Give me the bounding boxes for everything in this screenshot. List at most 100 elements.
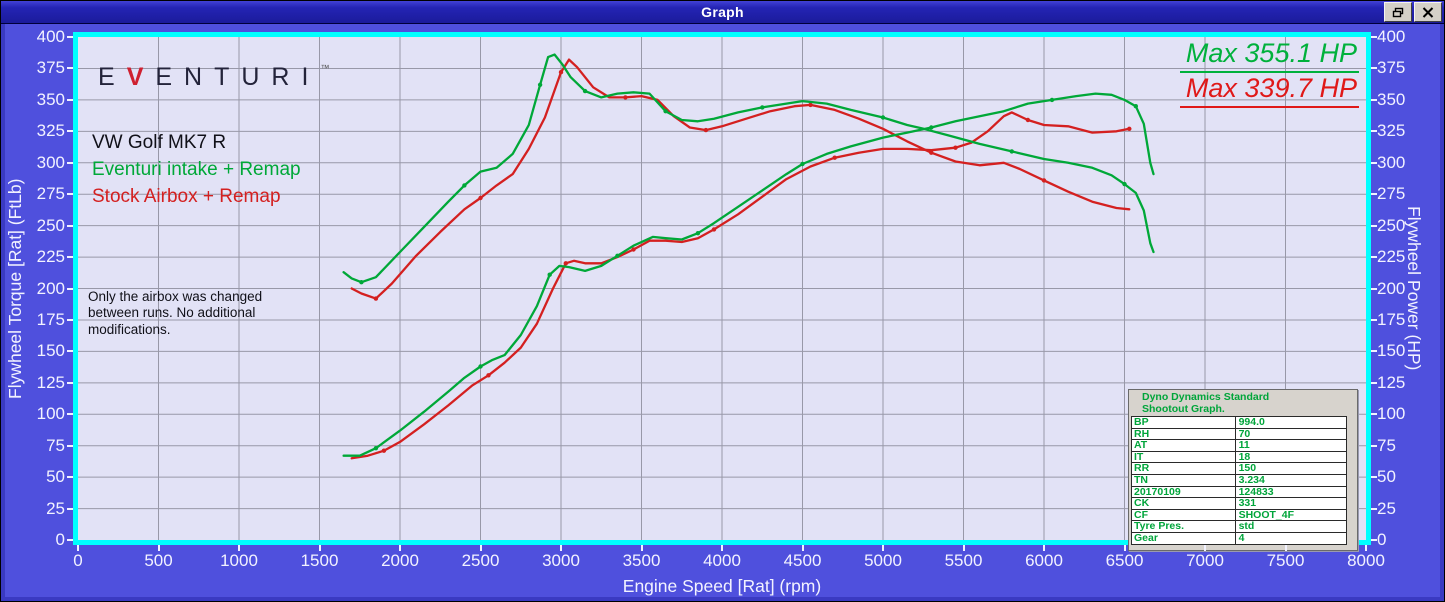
- y-tick-label-right: 350: [1377, 89, 1406, 109]
- window-title: Graph: [701, 4, 744, 20]
- table-cell-value: 331: [1238, 497, 1257, 510]
- table-cell-label: RR: [1132, 463, 1236, 475]
- y-tick-label-right: 75: [1377, 435, 1396, 455]
- y-tick-label-right: 0: [1377, 530, 1387, 549]
- y-tick-label-right: 400: [1377, 27, 1406, 46]
- legend-green-run: Eventuri intake + Remap: [92, 159, 301, 180]
- tick-mark: [1371, 444, 1377, 447]
- table-cell-label: RH: [1132, 429, 1236, 440]
- table-row: 20170109 124833: [1131, 485, 1347, 499]
- table-cell-value: 4: [1238, 532, 1245, 545]
- table-row: IT 18: [1131, 450, 1347, 464]
- max-power-green: Max 355.1 HP: [1179, 38, 1359, 73]
- y-tick-label-right: 100: [1377, 404, 1406, 424]
- table-cell-value: 124833: [1238, 485, 1274, 498]
- tick-mark: [1371, 476, 1377, 479]
- y-tick-label-right: 125: [1377, 372, 1406, 392]
- x-tick-label: 3000: [542, 551, 580, 570]
- tick-mark: [1123, 545, 1126, 551]
- table-row: TN 3.234: [1131, 474, 1347, 487]
- restore-button[interactable]: [1384, 2, 1412, 22]
- y-tick-label-left: 200: [36, 278, 65, 298]
- y-tick-label-left: 350: [36, 89, 65, 109]
- y-axis-title-left: Flywheel Torque [Rat] (FtLb): [5, 178, 25, 399]
- y-tick-label-right: 25: [1377, 498, 1396, 518]
- x-tick-label: 7000: [1186, 551, 1224, 570]
- y-tick-label-left: 275: [36, 184, 65, 204]
- x-tick-label: 4000: [703, 551, 741, 570]
- y-tick-label-left: 225: [36, 247, 65, 267]
- x-tick-label: 5000: [864, 551, 902, 570]
- table-row: BP 994.0: [1131, 416, 1347, 429]
- y-tick-label-left: 250: [36, 215, 65, 235]
- eventuri-logo: EVENTURI™: [98, 63, 329, 92]
- table-cell-label: CK: [1132, 498, 1236, 509]
- table-row: CF SHOOT_4F: [1131, 508, 1347, 522]
- table-cell-value: 18: [1238, 450, 1251, 463]
- table-row: CK 331: [1131, 497, 1347, 510]
- tick-mark: [1371, 130, 1377, 133]
- y-tick-label-left: 75: [46, 435, 65, 455]
- tick-mark: [640, 545, 643, 551]
- trademark-symbol: ™: [320, 63, 330, 73]
- run-note: Only the airbox was changed between runs…: [88, 289, 263, 337]
- y-tick-label-left: 100: [36, 404, 65, 424]
- x-tick-label: 2000: [381, 551, 419, 570]
- table-cell-value: 70: [1238, 427, 1251, 440]
- dyno-table-header-line2: Shootout Graph.: [1142, 402, 1225, 415]
- y-tick-label-right: 275: [1377, 184, 1406, 204]
- tick-mark: [560, 545, 562, 551]
- plot-area: Max 355.1 HP Max 339.7 HP EVENTURI™ VW G…: [73, 32, 1371, 551]
- table-cell-label: AT: [1132, 440, 1236, 451]
- y-tick-label-right: 325: [1377, 121, 1406, 141]
- legend-vehicle: VW Golf MK7 R: [92, 132, 227, 153]
- table-cell-value: SHOOT_4F: [1238, 508, 1295, 521]
- tick-mark: [238, 545, 240, 551]
- table-cell-label: Tyre Pres.: [1132, 521, 1236, 533]
- titlebar[interactable]: Graph: [1, 1, 1444, 24]
- table-row: Tyre Pres. std: [1131, 520, 1347, 534]
- tick-mark: [1371, 350, 1377, 353]
- y-tick-label-right: 50: [1377, 467, 1396, 487]
- y-axis-title-right: Flywheel Power (HP): [1404, 206, 1424, 371]
- tick-mark: [318, 545, 321, 551]
- table-cell-label: 20170109: [1132, 487, 1236, 498]
- y-tick-label-left: 150: [36, 341, 65, 361]
- dyno-info-table: Dyno Dynamics Standard Shootout Graph. B…: [1128, 389, 1358, 551]
- legend: VW Golf MK7 R Eventuri intake + Remap St…: [92, 129, 301, 210]
- tick-mark: [1043, 545, 1045, 551]
- tick-mark: [1371, 224, 1377, 227]
- dyno-table-header-line1: Dyno Dynamics Standard: [1142, 391, 1270, 403]
- y-tick-label-left: 175: [36, 309, 65, 329]
- x-tick-label: 0: [73, 551, 83, 570]
- close-button[interactable]: [1414, 2, 1442, 22]
- x-tick-label: 4500: [783, 551, 822, 570]
- x-tick-label: 8000: [1347, 551, 1385, 570]
- tick-mark: [962, 545, 965, 551]
- table-cell-value: 3.234: [1238, 474, 1265, 487]
- table-row: AT 11: [1131, 439, 1347, 452]
- y-tick-label-left: 50: [46, 467, 65, 487]
- max-power-red: Max 339.7 HP: [1179, 73, 1359, 108]
- table-cell-value: 150: [1238, 462, 1257, 475]
- y-tick-label-left: 325: [36, 121, 65, 141]
- tick-mark: [1371, 98, 1377, 101]
- y-tick-label-right: 150: [1377, 341, 1406, 361]
- table-row: Gear 4: [1131, 532, 1347, 545]
- table-cell-value: std: [1238, 520, 1255, 533]
- tick-mark: [721, 545, 723, 551]
- tick-mark: [1371, 36, 1377, 38]
- tick-mark: [77, 545, 79, 551]
- tick-mark: [1371, 381, 1377, 384]
- logo-red-v: V: [126, 63, 156, 91]
- table-cell-label: IT: [1132, 452, 1236, 463]
- y-tick-label-left: 375: [36, 58, 65, 78]
- tick-mark: [1371, 287, 1377, 290]
- x-tick-label: 6500: [1105, 551, 1144, 570]
- tick-mark: [1371, 67, 1377, 70]
- tick-mark: [1371, 318, 1377, 321]
- tick-mark: [1365, 545, 1367, 551]
- chart-client-area: Max 355.1 HP Max 339.7 HP EVENTURI™ VW G…: [1, 24, 1444, 601]
- x-tick-label: 1500: [300, 551, 339, 570]
